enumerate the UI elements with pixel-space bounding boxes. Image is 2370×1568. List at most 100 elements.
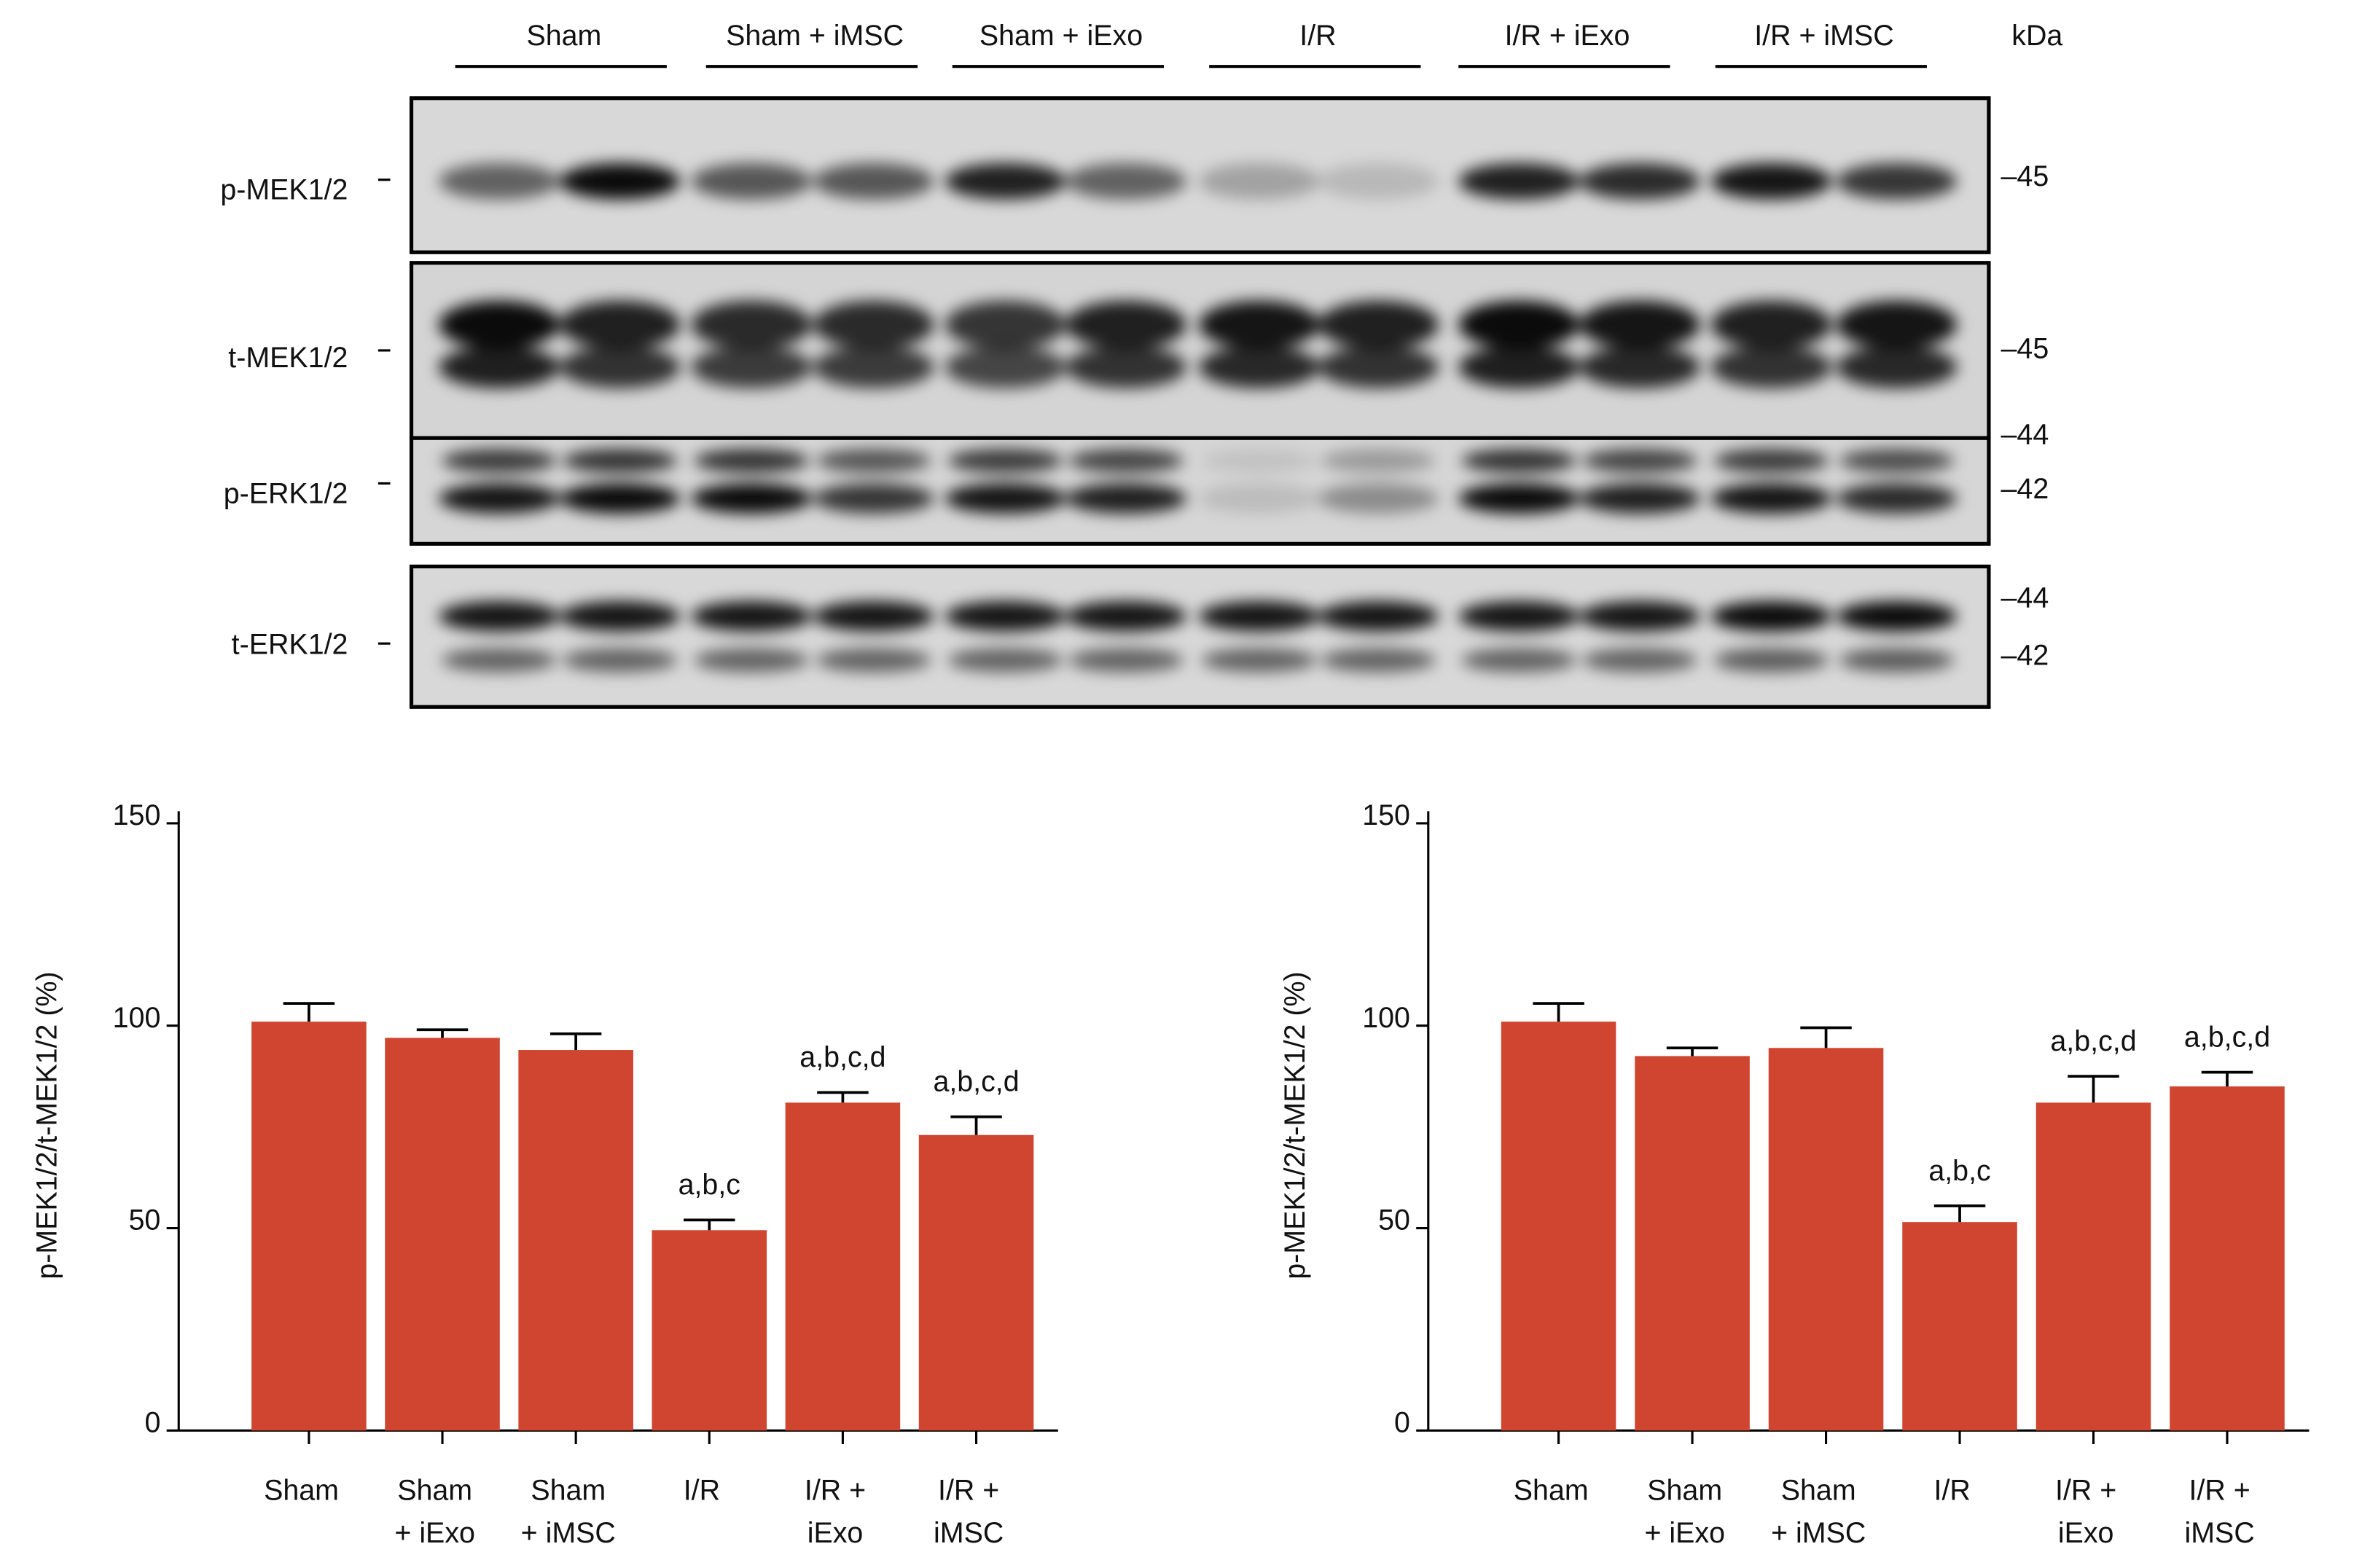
row-label: t-MEK1/2 xyxy=(228,342,348,374)
band xyxy=(438,162,560,200)
unit-label: kDa xyxy=(2011,20,2062,52)
band xyxy=(816,448,931,473)
band xyxy=(945,483,1066,514)
x-tick-label: Sham xyxy=(1781,1475,1856,1507)
bar xyxy=(1768,1048,1884,1431)
x-tick-label: Sham xyxy=(397,1475,472,1507)
band xyxy=(1065,483,1187,514)
bar xyxy=(652,1230,767,1431)
band xyxy=(1065,601,1187,632)
band xyxy=(1198,483,1320,514)
x-tick-label: iMSC xyxy=(2185,1517,2255,1549)
band xyxy=(945,345,1066,388)
y-tick-label: 100 xyxy=(113,1002,161,1034)
x-tick-label: I/R + xyxy=(2189,1475,2250,1507)
band xyxy=(813,162,934,200)
band xyxy=(1068,448,1184,473)
x-tick-label: I/R xyxy=(1934,1475,1971,1507)
bar xyxy=(518,1050,633,1431)
band xyxy=(1836,345,1958,388)
band xyxy=(1713,648,1829,673)
band xyxy=(691,300,812,349)
band xyxy=(559,162,681,200)
band xyxy=(1579,300,1700,349)
band xyxy=(1318,345,1439,388)
band xyxy=(1458,300,1580,349)
band xyxy=(945,162,1066,200)
band xyxy=(1065,162,1187,200)
x-tick-label: + iMSC xyxy=(1771,1517,1866,1549)
band xyxy=(1458,162,1580,200)
x-tick-label: I/R + xyxy=(2055,1475,2116,1507)
band xyxy=(947,448,1063,473)
band xyxy=(1579,345,1700,388)
row-label: p-MEK1/2 xyxy=(220,174,348,206)
band xyxy=(691,345,812,388)
mw-marker: –45 xyxy=(2001,160,2049,192)
band xyxy=(1836,601,1958,632)
band xyxy=(559,300,681,349)
band xyxy=(438,601,560,632)
group-label: Sham + iMSC xyxy=(726,20,904,52)
band xyxy=(1318,483,1439,514)
band xyxy=(1461,648,1576,673)
y-tick-label: 100 xyxy=(1362,1002,1410,1034)
y-tick-label: 0 xyxy=(1394,1406,1410,1438)
band xyxy=(1201,648,1317,673)
band xyxy=(694,448,809,473)
mw-marker: –44 xyxy=(2001,419,2049,451)
band xyxy=(1318,601,1439,632)
y-tick-label: 50 xyxy=(1378,1204,1410,1236)
band xyxy=(1198,162,1320,200)
band xyxy=(1321,448,1436,473)
band xyxy=(559,483,681,514)
bar xyxy=(1902,1222,2017,1431)
bar xyxy=(2170,1086,2285,1431)
row-label: p-ERK1/2 xyxy=(224,477,348,509)
annotation: a,b,c,d xyxy=(2050,1025,2136,1057)
x-tick-label: + iExo xyxy=(394,1517,475,1549)
row-label: t-ERK1/2 xyxy=(232,629,348,661)
blot-panel xyxy=(409,261,1991,440)
bands xyxy=(438,162,1958,673)
band xyxy=(1458,483,1580,514)
mw-marker: –42 xyxy=(2001,473,2049,505)
band xyxy=(1582,448,1697,473)
x-tick-label: Sham xyxy=(1514,1475,1589,1507)
band xyxy=(1836,300,1958,349)
band xyxy=(1710,483,1832,514)
bar xyxy=(2035,1102,2151,1431)
band xyxy=(1458,601,1580,632)
band xyxy=(1836,483,1958,514)
mw-marker: –42 xyxy=(2001,639,2049,671)
band xyxy=(438,345,560,388)
band xyxy=(438,300,560,349)
band xyxy=(1713,448,1829,473)
y-tick-label: 150 xyxy=(1362,799,1410,831)
band xyxy=(813,345,934,388)
band xyxy=(1579,483,1700,514)
band xyxy=(1839,648,1955,673)
bar xyxy=(785,1102,901,1431)
x-tick-label: I/R xyxy=(684,1475,720,1507)
band xyxy=(1198,300,1320,349)
band xyxy=(1065,300,1187,349)
y-axis-label: p-MEK1/2/t-MEK1/2 (%) xyxy=(1279,971,1311,1279)
annotation: a,b,c,d xyxy=(799,1041,885,1073)
mw-marker: –45 xyxy=(2001,332,2049,364)
bar xyxy=(1635,1056,1750,1431)
group-label: Sham + iExo xyxy=(979,20,1143,52)
band xyxy=(562,448,678,473)
y-tick-label: 150 xyxy=(113,799,161,831)
band xyxy=(1198,601,1320,632)
group-label: I/R + iMSC xyxy=(1754,20,1893,52)
annotation: a,b,c,d xyxy=(2184,1021,2270,1053)
band xyxy=(438,483,560,514)
band xyxy=(816,648,931,673)
band xyxy=(1710,162,1832,200)
bar xyxy=(1501,1022,1616,1431)
band xyxy=(1318,300,1439,349)
band xyxy=(1836,162,1958,200)
band xyxy=(1710,300,1832,349)
